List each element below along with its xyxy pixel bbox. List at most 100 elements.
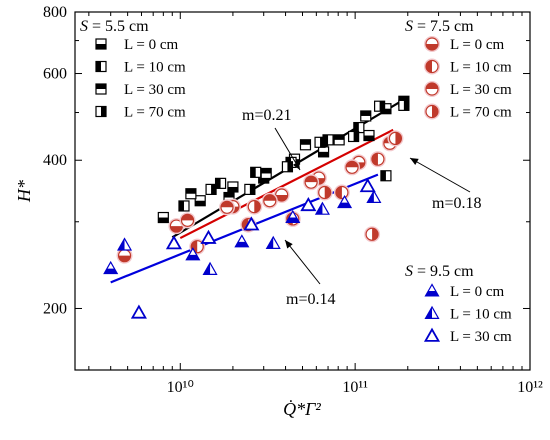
point-l-10-cm <box>369 151 386 168</box>
slope-arrowhead <box>285 240 293 249</box>
legend-s-5-5-cm: S = 5.5 cm L = 0 cm L = 10 cm L = 30 cm L = … <box>80 18 186 121</box>
point-l-70-cm <box>281 161 294 173</box>
point-l-0-cm <box>234 234 250 248</box>
y-axis-label: H* <box>14 180 34 203</box>
point-l-10-cm <box>314 201 330 215</box>
point-l-70-cm <box>364 226 381 243</box>
legend-label-l-30-cm: L = 30 cm <box>450 329 512 345</box>
point-l-30-cm <box>303 174 320 191</box>
slope-arrowhead <box>410 158 419 165</box>
slope-arrow <box>274 127 301 171</box>
point-l-0-cm <box>337 194 353 209</box>
legend-label-l-10-cm: L = 10 cm <box>124 60 186 76</box>
legend-marker-l-10-cm <box>424 58 440 75</box>
point-l-30-cm <box>333 134 345 146</box>
legend-marker-l-30-cm <box>423 327 441 342</box>
legend-label-l-10-cm: L = 10 cm <box>450 60 512 76</box>
legend-marker-l-0-cm <box>424 283 440 297</box>
point-l-70-cm <box>348 130 360 143</box>
y-tick-label: 400 <box>43 152 67 169</box>
point-l-30-cm <box>359 178 376 193</box>
group-s-7-5-cm <box>116 130 404 264</box>
point-l-10-cm <box>214 177 227 189</box>
point-l-30-cm <box>130 304 147 319</box>
point-l-30-cm <box>344 159 361 176</box>
point-l-70-cm <box>398 99 410 111</box>
point-l-0-cm <box>363 129 375 142</box>
legend-marker-l-70-cm <box>424 103 440 120</box>
point-l-0-cm <box>157 211 169 224</box>
point-l-10-cm <box>380 170 392 182</box>
x-tick-label: 10¹¹ <box>342 379 368 396</box>
point-l-10-cm <box>178 200 190 212</box>
legend-marker-l-10-cm <box>424 305 440 319</box>
legend-marker-l-30-cm <box>424 81 440 97</box>
legend-heading: S = 9.5 cm <box>405 263 474 280</box>
point-l-10-cm <box>265 235 281 249</box>
legend: S = 5.5 cm L = 0 cm L = 10 cm L = 30 cm L = … <box>80 18 512 345</box>
x-axis-label: Q̇*Γ² <box>283 398 321 419</box>
legend-marker-l-0-cm <box>95 38 107 50</box>
point-l-30-cm <box>261 192 278 209</box>
x-tick-label: 10¹² <box>517 379 543 396</box>
legend-s-7-5-cm: S = 7.5 cm L = 0 cm L = 10 cm L = 30 cm L = … <box>405 18 512 121</box>
point-l-0-cm <box>185 247 201 261</box>
legend-label-l-0-cm: L = 0 cm <box>450 284 504 300</box>
point-l-30-cm <box>243 216 260 231</box>
point-l-30-cm <box>165 235 182 250</box>
point-l-0-cm <box>317 146 330 158</box>
point-l-10-cm <box>202 261 218 275</box>
point-l-10-cm <box>117 237 133 251</box>
slope-arrow <box>409 157 471 193</box>
data-points <box>103 95 410 319</box>
point-l-30-cm <box>260 167 272 180</box>
legend-marker-l-10-cm <box>95 60 107 73</box>
legend-label-l-30-cm: L = 30 cm <box>124 82 186 98</box>
legend-label-l-30-cm: L = 30 cm <box>450 82 512 98</box>
point-l-70-cm <box>373 100 386 112</box>
slope-label-m-0-21: m=0.21 <box>242 107 291 124</box>
slope-label-m-0-18: m=0.18 <box>432 195 481 212</box>
point-l-70-cm <box>316 184 333 201</box>
y-tick-label: 600 <box>43 66 67 83</box>
legend-label-l-70-cm: L = 70 cm <box>450 105 512 121</box>
point-l-30-cm <box>179 212 196 229</box>
point-l-70-cm <box>246 198 263 215</box>
legend-heading: S = 5.5 cm <box>80 18 149 35</box>
annotations: m=0.21 m=0.18 m=0.14 <box>242 107 481 308</box>
point-l-0-cm <box>285 209 301 224</box>
slope-label-m-0-14: m=0.14 <box>286 291 335 308</box>
point-l-0-cm <box>103 260 119 275</box>
legend-marker-l-30-cm <box>95 83 107 95</box>
legend-label-l-0-cm: L = 0 cm <box>450 37 504 53</box>
point-l-10-cm <box>250 166 262 178</box>
legend-s-9-5-cm: S = 9.5 cm L = 0 cm L = 10 cm L = 30 cm <box>405 263 512 345</box>
slope-arrow <box>284 239 321 285</box>
point-l-70-cm <box>387 130 404 147</box>
point-l-0-cm <box>116 247 133 264</box>
point-l-0-cm <box>227 181 239 193</box>
point-l-30-cm <box>360 110 372 122</box>
legend-marker-l-0-cm <box>424 36 440 52</box>
group-s-9-5-cm <box>103 178 382 319</box>
legend-label-l-70-cm: L = 70 cm <box>124 105 186 121</box>
plot-frame <box>74 11 531 371</box>
y-tick-label: 800 <box>43 4 67 21</box>
point-l-70-cm <box>244 183 256 196</box>
point-l-0-cm <box>194 195 206 207</box>
y-tick-label: 200 <box>43 300 67 317</box>
legend-marker-l-70-cm <box>95 105 107 118</box>
point-l-0-cm <box>273 186 290 203</box>
point-l-70-cm <box>205 183 217 196</box>
point-l-70-cm <box>314 136 326 148</box>
legend-heading: S = 7.5 cm <box>405 18 474 35</box>
point-l-30-cm <box>200 229 217 244</box>
slope-arrowhead <box>292 161 300 170</box>
point-l-30-cm <box>300 196 317 212</box>
legend-label-l-0-cm: L = 0 cm <box>124 37 178 53</box>
point-l-30-cm <box>218 199 235 216</box>
point-l-10-cm <box>366 189 382 203</box>
legend-label-l-10-cm: L = 10 cm <box>450 307 512 323</box>
fit-line-m-0-18 <box>179 128 394 240</box>
